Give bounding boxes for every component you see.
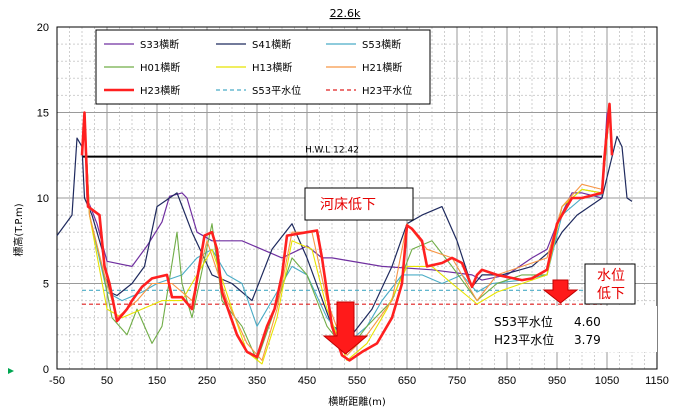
x-tick-label: 650 [398,375,416,387]
legend-label: S53平水位 [252,84,301,97]
legend-label: H21横断 [362,61,402,74]
x-tick-label: 1050 [595,375,619,387]
value-label-h23: H23平水位 [494,332,554,347]
x-tick-label: 550 [348,375,366,387]
x-tick-label: 950 [548,375,566,387]
hwl-line: H.W.L 12.42 [82,146,602,157]
x-tick-label: 150 [148,375,166,387]
y-tick-label: 0 [43,364,49,376]
x-tick-label: 850 [498,375,516,387]
hwl-label: H.W.L 12.42 [305,146,359,156]
value-h23: 3.79 [574,333,601,347]
legend-label: S41横断 [252,38,291,51]
legend-label: S53横断 [362,38,401,51]
riverbed-label: 河床低下 [320,197,376,213]
x-axis-label: 横断距離(m) [328,395,386,408]
y-tick-label: 15 [37,108,49,120]
chart-title: 22.6k [330,7,361,20]
y-tick-label: 5 [43,279,49,291]
legend-label: S33横断 [140,38,179,51]
y-axis-label: 標高(T.P.m) [12,203,25,256]
x-tick-label: -50 [49,375,65,387]
legend-label: H13横断 [252,61,292,74]
value-s53: 4.60 [574,315,601,329]
water-level-label-2: 低下 [597,286,625,302]
y-tick-label: 10 [37,193,49,205]
x-tick-labels: -50 50 150 250 350 450 550 650 750 850 950 1050 1150 [49,375,669,387]
y-tick-labels: 0 5 10 15 20 [37,22,49,376]
legend-label: H01横断 [140,61,180,74]
x-tick-label: 1150 [645,375,669,387]
green-pointer-icon [8,368,14,374]
x-tick-label: 750 [448,375,466,387]
value-label-s53: S53平水位 [494,314,553,329]
x-tick-label: 450 [298,375,316,387]
x-tick-label: 250 [198,375,216,387]
legend-label: H23平水位 [362,84,412,97]
x-tick-label: 350 [248,375,266,387]
y-tick-label: 20 [37,22,49,34]
x-tick-label: 50 [101,375,113,387]
legend-label: H23横断 [140,84,180,97]
legend: S33横断 S41横断 S53横断 H01横断 H13横断 H21横断 H23横断 S53平水… [96,30,430,104]
water-level-label-1: 水位 [597,268,625,284]
